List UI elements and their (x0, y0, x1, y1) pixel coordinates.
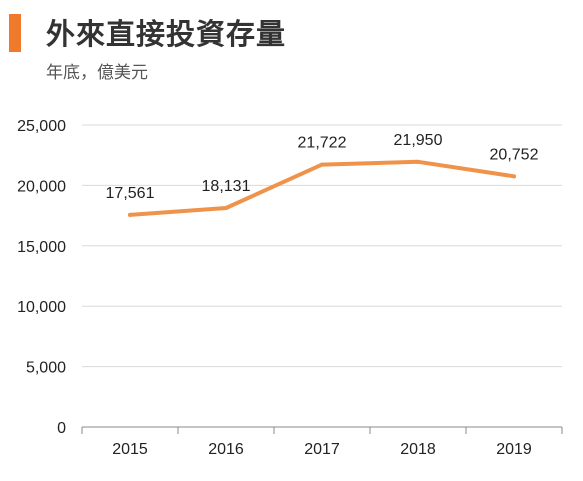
x-tick-label: 2016 (208, 441, 244, 458)
y-tick-label: 15,000 (17, 239, 66, 256)
chart-subtitle: 年底，億美元 (46, 63, 148, 83)
gridlines (82, 124, 562, 368)
x-tick-label: 2017 (304, 441, 340, 458)
y-tick-label: 25,000 (17, 118, 66, 135)
data-point (128, 212, 132, 217)
chart-title: 外來直接投資存量 (46, 17, 287, 51)
series-line-group (128, 159, 516, 217)
title-accent-bar (9, 14, 21, 52)
x-tick-label: 2018 (400, 441, 436, 458)
data-point (224, 205, 228, 210)
x-tick-label: 2015 (112, 441, 148, 458)
x-axis: 2015 2016 2017 2018 2019 (81, 426, 563, 458)
data-point (416, 159, 420, 164)
series-line (128, 159, 516, 217)
data-point (512, 174, 516, 179)
y-tick-label: 10,000 (17, 299, 66, 316)
x-tick-label: 2019 (496, 441, 532, 458)
data-label: 21,950 (394, 132, 443, 149)
data-label: 17,561 (106, 185, 155, 202)
y-tick-label: 0 (57, 420, 66, 437)
data-label: 21,722 (298, 135, 347, 152)
data-label: 18,131 (202, 178, 251, 195)
y-axis-ticks: 0 5,000 10,000 15,000 20,000 25,000 (17, 118, 66, 437)
y-tick-label: 5,000 (26, 360, 66, 377)
data-point (320, 162, 324, 167)
y-tick-label: 20,000 (17, 178, 66, 195)
data-labels: 17,561 18,131 21,722 21,950 20,752 (106, 132, 539, 202)
data-label: 20,752 (490, 146, 539, 163)
